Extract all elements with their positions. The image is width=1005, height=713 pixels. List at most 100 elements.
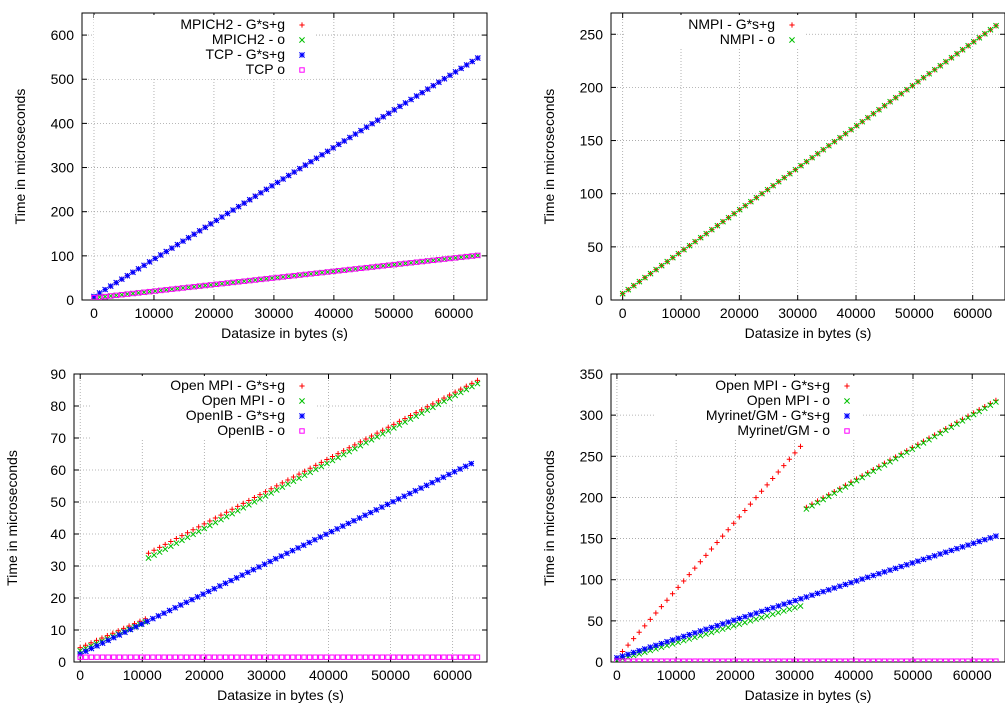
data-point bbox=[731, 210, 738, 217]
data-point bbox=[268, 486, 274, 492]
data-point bbox=[133, 654, 139, 660]
data-point bbox=[262, 654, 268, 660]
data-point bbox=[284, 654, 290, 660]
data-point bbox=[831, 585, 838, 592]
data-point bbox=[697, 559, 703, 565]
data-point bbox=[931, 66, 938, 73]
data-point bbox=[223, 513, 230, 520]
data-point bbox=[357, 442, 364, 449]
data-point bbox=[457, 389, 464, 396]
data-point bbox=[853, 477, 860, 484]
data-point bbox=[636, 647, 643, 654]
data-point bbox=[937, 551, 944, 558]
data-point bbox=[691, 629, 698, 636]
data-point bbox=[157, 544, 163, 550]
data-point bbox=[363, 436, 369, 442]
y-tick-label: 50 bbox=[50, 494, 66, 510]
data-point bbox=[792, 450, 798, 456]
legend-label: Open MPI - o bbox=[747, 392, 830, 408]
data-point bbox=[391, 261, 398, 268]
data-point bbox=[898, 452, 905, 459]
data-point bbox=[179, 533, 185, 539]
x-tick-label: 40000 bbox=[314, 305, 353, 321]
data-point bbox=[876, 658, 882, 662]
data-point bbox=[692, 658, 698, 662]
data-point bbox=[107, 283, 114, 290]
data-point bbox=[798, 162, 804, 169]
data-point bbox=[390, 424, 397, 431]
series-3 bbox=[613, 533, 999, 661]
data-point bbox=[252, 277, 258, 283]
data-point bbox=[96, 294, 103, 300]
data-point bbox=[814, 499, 821, 506]
data-point bbox=[218, 214, 225, 220]
data-point bbox=[764, 612, 771, 619]
data-point bbox=[753, 610, 760, 617]
data-point bbox=[229, 506, 235, 512]
data-point bbox=[870, 468, 877, 475]
data-point bbox=[446, 72, 453, 79]
data-point bbox=[764, 658, 771, 662]
data-point bbox=[647, 270, 654, 277]
legend-marker bbox=[844, 383, 850, 389]
legend-background bbox=[94, 15, 316, 79]
data-point bbox=[675, 250, 682, 257]
data-point bbox=[797, 603, 804, 609]
data-point bbox=[418, 654, 425, 660]
y-tick-label: 50 bbox=[587, 613, 603, 629]
legend-label: Open MPI - G*s+g bbox=[715, 377, 830, 393]
data-point bbox=[742, 507, 748, 514]
data-point bbox=[240, 504, 247, 511]
data-point bbox=[708, 658, 715, 662]
x-tick-label: 10000 bbox=[123, 667, 162, 683]
data-point bbox=[319, 269, 325, 276]
data-point bbox=[859, 118, 866, 125]
data-point bbox=[141, 262, 148, 269]
data-point bbox=[981, 30, 988, 37]
data-point bbox=[468, 460, 475, 467]
data-point bbox=[263, 186, 270, 193]
data-point bbox=[395, 495, 402, 502]
y-tick-label: 50 bbox=[587, 239, 603, 255]
data-point bbox=[747, 611, 754, 618]
data-point bbox=[285, 172, 292, 179]
data-point bbox=[334, 525, 341, 532]
data-point bbox=[474, 654, 481, 660]
data-point bbox=[273, 487, 280, 493]
x-tick-label: 20000 bbox=[194, 305, 233, 321]
data-point bbox=[234, 507, 241, 514]
x-tick-label: 20000 bbox=[720, 305, 759, 321]
data-point bbox=[273, 654, 279, 660]
data-point bbox=[419, 407, 425, 413]
data-point bbox=[786, 170, 793, 177]
data-point bbox=[692, 565, 698, 571]
data-point bbox=[419, 258, 425, 265]
data-point bbox=[257, 189, 264, 196]
data-point bbox=[202, 282, 208, 289]
data-point bbox=[402, 260, 409, 267]
data-point bbox=[474, 377, 481, 383]
data-point bbox=[447, 255, 453, 262]
x-tick-label: 30000 bbox=[775, 667, 814, 683]
data-point bbox=[396, 422, 403, 428]
data-point bbox=[926, 554, 933, 561]
data-point bbox=[177, 602, 184, 609]
data-point bbox=[413, 654, 419, 660]
data-point bbox=[116, 631, 123, 638]
y-tick-label: 40 bbox=[50, 526, 66, 542]
y-tick-label: 30 bbox=[50, 558, 66, 574]
data-point bbox=[216, 583, 223, 589]
x-tick-label: 10000 bbox=[134, 305, 173, 321]
y-tick-label: 150 bbox=[580, 133, 604, 149]
data-point bbox=[424, 86, 431, 93]
data-point bbox=[887, 98, 894, 105]
data-point bbox=[284, 481, 291, 488]
data-point bbox=[959, 417, 966, 424]
data-point bbox=[731, 520, 737, 526]
data-point bbox=[105, 654, 111, 660]
data-point bbox=[686, 658, 693, 662]
data-point bbox=[681, 658, 687, 662]
data-point bbox=[201, 525, 208, 532]
data-point bbox=[135, 290, 142, 296]
data-point bbox=[992, 533, 999, 540]
